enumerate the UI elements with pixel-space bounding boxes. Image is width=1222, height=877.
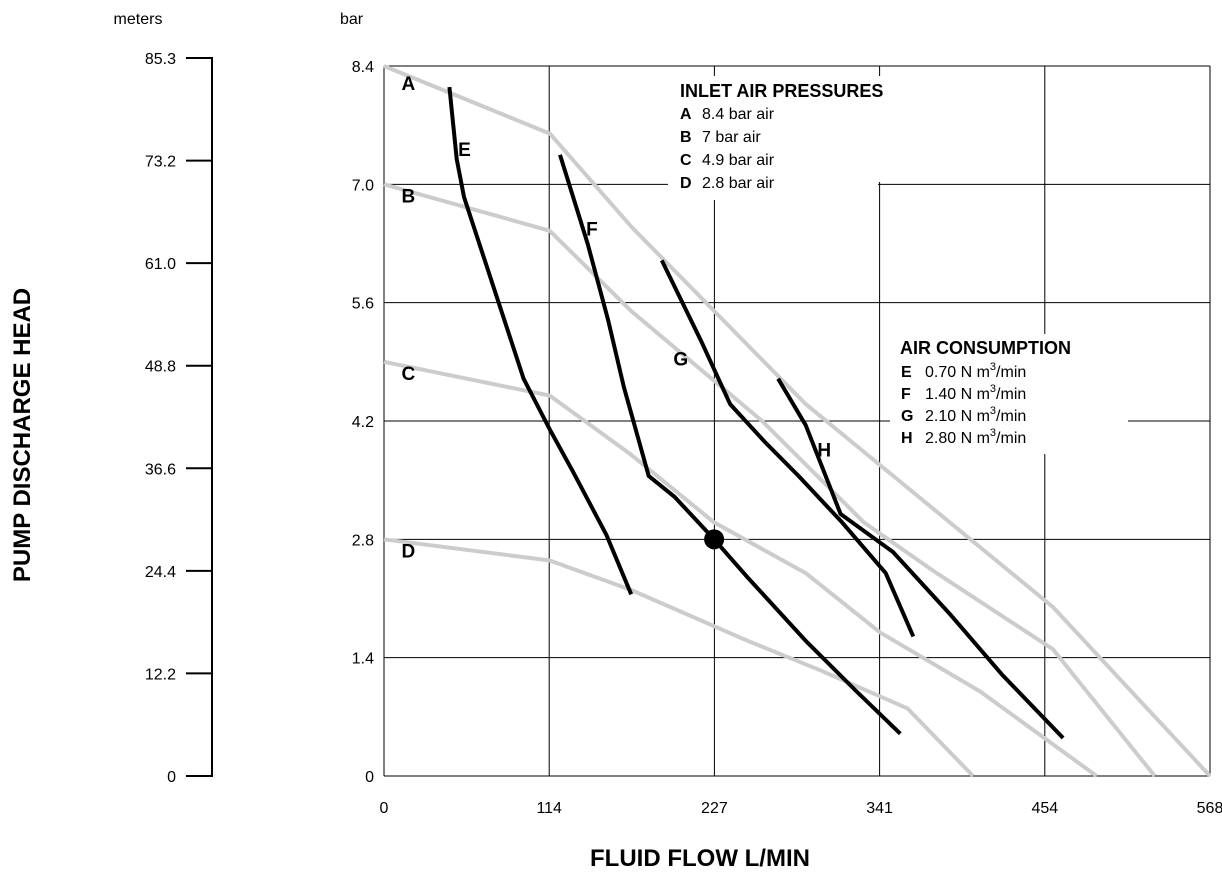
meters-tick-label: 0 bbox=[167, 769, 176, 786]
y-unit-label: bar bbox=[340, 11, 364, 28]
legend-background bbox=[668, 76, 1128, 454]
consumption-legend-text: 2.80 N m3/min bbox=[925, 427, 1026, 447]
meters-tick-label: 73.2 bbox=[145, 154, 176, 171]
y-tick-label: 1.4 bbox=[352, 651, 374, 668]
meters-tick-label: 85.3 bbox=[145, 51, 176, 68]
x-tick-label: 568 bbox=[1197, 800, 1222, 817]
operating-point-layer bbox=[704, 529, 725, 550]
consumption-legend-key: G bbox=[901, 408, 913, 425]
y-tick-label: 8.4 bbox=[352, 59, 374, 76]
y-axis-title: PUMP DISCHARGE HEAD bbox=[9, 288, 36, 582]
curve-label-e: E bbox=[458, 140, 471, 161]
curve-e bbox=[447, 86, 634, 596]
meters-tick-label: 61.0 bbox=[145, 256, 176, 273]
meters-axis: 0 12.2 24.4 36.6 48.8 61.0 73.2 85.3 bbox=[145, 51, 213, 786]
curve-label-g: G bbox=[673, 349, 688, 370]
pressure-legend-key: B bbox=[680, 129, 692, 146]
x-tick-label: 0 bbox=[380, 800, 389, 817]
pressure-legend-mask bbox=[668, 182, 878, 200]
y-tick-label: 2.8 bbox=[352, 532, 374, 549]
curve-d bbox=[383, 537, 975, 778]
curve-a bbox=[383, 64, 1212, 778]
consumption-legend: AIR CONSUMPTION E 0.70 N m3/min F 1.40 N m3… bbox=[900, 338, 1071, 447]
pressure-legend-mask bbox=[668, 76, 930, 182]
x-tick-label: 114 bbox=[536, 800, 562, 817]
pressure-legend-text: 2.8 bar air bbox=[702, 175, 775, 192]
curve-f bbox=[558, 154, 902, 736]
consumption-legend-key: H bbox=[901, 430, 913, 447]
pressure-legend-text: 4.9 bar air bbox=[702, 152, 775, 169]
x-tick-labels: 0 114 227 341 454 568 bbox=[380, 800, 1222, 817]
meters-tick-label: 48.8 bbox=[145, 359, 176, 376]
curve-label-d: D bbox=[401, 541, 415, 562]
x-tick-label: 227 bbox=[701, 800, 728, 817]
pressure-curves bbox=[383, 64, 1212, 778]
meters-tick-label: 12.2 bbox=[145, 666, 176, 683]
x-tick-label: 454 bbox=[1031, 800, 1058, 817]
consumption-legend-title: AIR CONSUMPTION bbox=[900, 338, 1071, 358]
pressure-legend: INLET AIR PRESSURES A 8.4 bar air B 7 bar a… bbox=[680, 81, 883, 192]
curve-h bbox=[776, 377, 1065, 740]
consumption-legend-text: 0.70 N m3/min bbox=[925, 361, 1026, 381]
operating-point-marker bbox=[704, 529, 725, 550]
consumption-legend-text: 2.10 N m3/min bbox=[925, 405, 1026, 425]
curve-c bbox=[383, 359, 1098, 778]
meters-tick-label: 24.4 bbox=[145, 564, 176, 581]
consumption-legend-key: F bbox=[901, 386, 911, 403]
y-tick-label: 4.2 bbox=[352, 414, 374, 431]
curve-g bbox=[660, 259, 916, 638]
consumption-legend-mask bbox=[890, 334, 1128, 454]
consumption-legend-text: 1.40 N m3/min bbox=[925, 383, 1026, 403]
y-tick-label: 5.6 bbox=[352, 296, 374, 313]
y-tick-label: 0 bbox=[365, 769, 374, 786]
curve-b bbox=[383, 182, 1157, 778]
curve-label-b: B bbox=[401, 186, 415, 207]
pressure-legend-text: 7 bar air bbox=[702, 129, 761, 146]
curve-label-f: F bbox=[586, 219, 598, 240]
curve-label-h: H bbox=[817, 441, 831, 462]
meters-tick-label: 36.6 bbox=[145, 461, 176, 478]
y-tick-label: 7.0 bbox=[352, 177, 374, 194]
x-axis-title: FLUID FLOW L/MIN bbox=[590, 845, 810, 872]
y-tick-labels: 0 1.4 2.8 4.2 5.6 7.0 8.4 bbox=[352, 59, 374, 786]
pressure-legend-key: C bbox=[680, 152, 692, 169]
consumption-curves bbox=[447, 86, 1065, 740]
x-tick-label: 341 bbox=[866, 800, 893, 817]
pressure-legend-key: D bbox=[680, 175, 692, 192]
y2-unit-label: meters bbox=[114, 11, 163, 28]
curve-label-a: A bbox=[401, 74, 415, 95]
pressure-legend-text: 8.4 bar air bbox=[702, 106, 775, 123]
pressure-legend-title: INLET AIR PRESSURES bbox=[680, 81, 883, 101]
pressure-legend-key: A bbox=[680, 106, 692, 123]
curve-label-c: C bbox=[401, 364, 415, 385]
consumption-legend-key: E bbox=[901, 364, 912, 381]
